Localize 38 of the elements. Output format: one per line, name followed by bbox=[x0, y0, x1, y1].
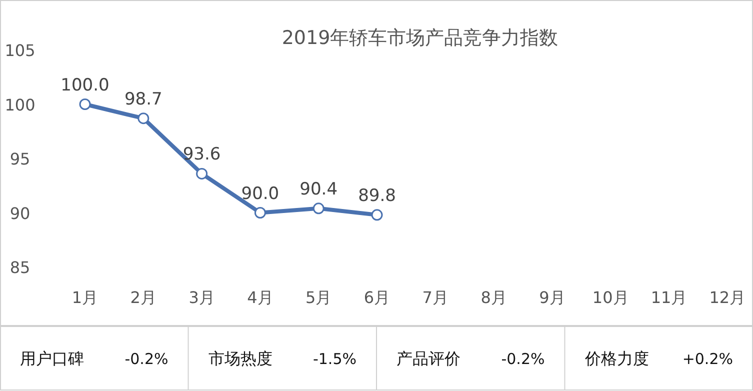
point bbox=[371, 209, 383, 221]
x-tick-label: 9月 bbox=[539, 288, 566, 307]
chart-title: 2019年轿车市场产品竞争力指数 bbox=[282, 27, 558, 49]
text: -0.2% bbox=[124, 350, 168, 368]
point bbox=[312, 202, 324, 214]
data-label: 90.4 bbox=[300, 179, 338, 200]
y-tick-label: 90 bbox=[10, 204, 30, 223]
text: 产品评价 bbox=[396, 349, 460, 368]
x-tick-label: 2月 bbox=[130, 288, 156, 307]
y-tick-label: 105 bbox=[4, 41, 36, 60]
y-tick-label: 85 bbox=[10, 258, 30, 277]
text: 市场热度 bbox=[208, 349, 272, 368]
x-tick-label: 4月 bbox=[247, 288, 274, 307]
text: 价格力度 bbox=[584, 349, 649, 368]
data-label: 89.8 bbox=[358, 186, 396, 206]
x-tick-label: 1月 bbox=[72, 288, 98, 307]
x-tick-label: 12月 bbox=[709, 288, 746, 307]
data-label: 98.7 bbox=[124, 89, 162, 110]
x-tick-label: 11月 bbox=[650, 288, 688, 307]
text: 用户口碑 bbox=[20, 349, 84, 368]
y-tick-label: 100 bbox=[4, 95, 36, 114]
x-tick-label: 3月 bbox=[188, 288, 215, 307]
text: -0.2% bbox=[501, 350, 545, 368]
point bbox=[138, 112, 150, 124]
point bbox=[79, 98, 91, 110]
x-tick-label: 7月 bbox=[422, 288, 448, 307]
data-label: 93.6 bbox=[182, 144, 221, 165]
data-label: 90.0 bbox=[241, 184, 280, 204]
x-tick-label: 8月 bbox=[480, 288, 507, 307]
data-label: 100.0 bbox=[60, 75, 110, 96]
x-tick-label: 5月 bbox=[306, 288, 332, 307]
x-tick-label: 10月 bbox=[592, 288, 629, 307]
text: +0.2% bbox=[682, 350, 733, 368]
y-tick-label: 95 bbox=[10, 150, 30, 168]
x-tick-label: 6月 bbox=[364, 288, 390, 307]
text: -1.5% bbox=[312, 350, 356, 368]
point bbox=[196, 168, 208, 180]
point bbox=[254, 207, 266, 218]
